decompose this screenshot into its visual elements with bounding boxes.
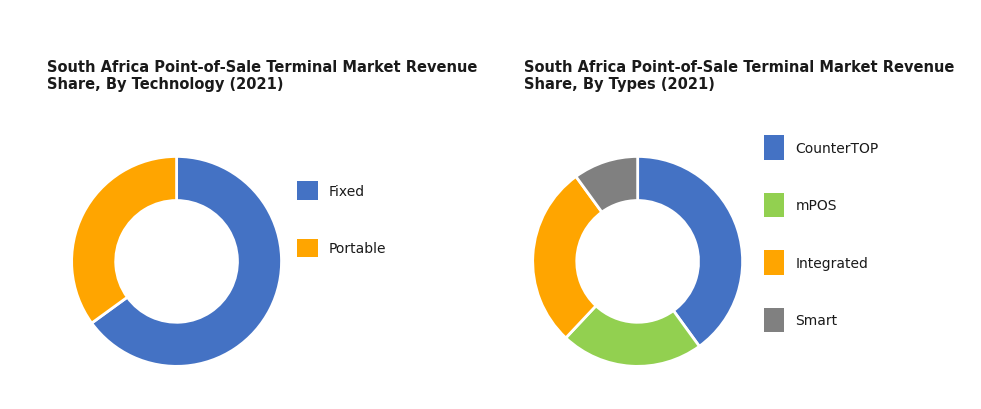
Wedge shape [533,177,602,338]
Wedge shape [576,157,638,213]
Text: CounterTOP: CounterTOP [796,141,879,155]
Wedge shape [91,157,282,366]
Text: South Africa Point-of-Sale Terminal Market Revenue
Share, By Types (2021): South Africa Point-of-Sale Terminal Mark… [524,59,955,92]
Text: Portable: Portable [329,242,387,256]
Text: Smart: Smart [796,313,838,327]
Bar [764,136,784,160]
Bar [764,193,784,218]
Wedge shape [566,306,699,366]
Text: South Africa Point-of-Sale Terminal Market Revenue
Share, By Technology (2021): South Africa Point-of-Sale Terminal Mark… [47,59,478,92]
Wedge shape [638,157,743,346]
Bar [764,250,784,275]
Text: mPOS: mPOS [796,198,837,213]
Bar [297,182,318,200]
Bar [764,308,784,333]
Wedge shape [72,157,177,323]
Bar [297,240,318,258]
Text: Fixed: Fixed [329,184,365,198]
Text: Integrated: Integrated [796,256,868,270]
